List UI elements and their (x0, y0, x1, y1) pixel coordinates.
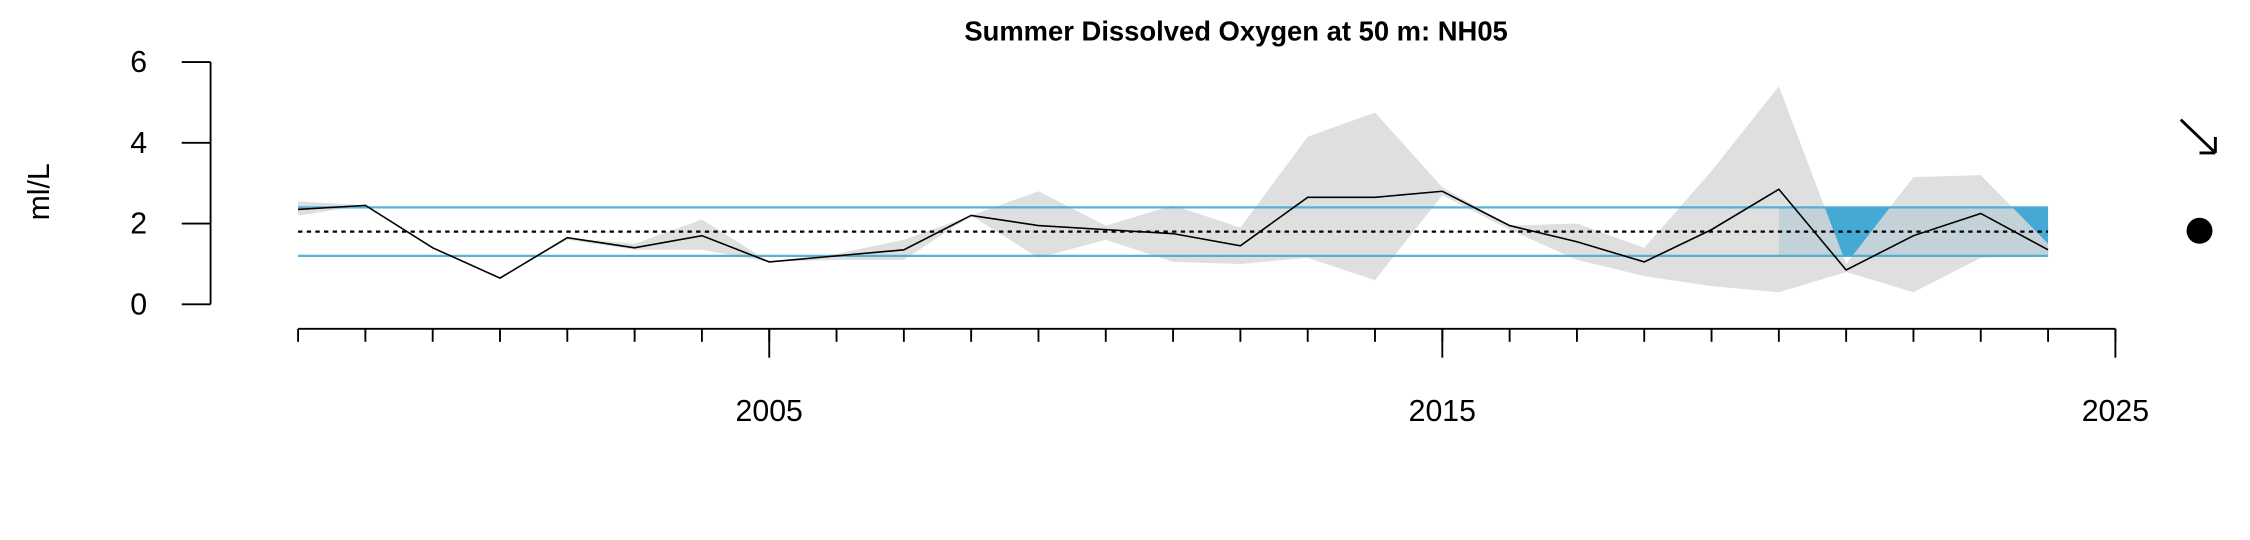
chart-title: Summer Dissolved Oxygen at 50 m: NH05 (964, 15, 1507, 46)
y-tick-label: 6 (130, 46, 147, 79)
y-tick-label: 4 (130, 127, 147, 160)
x-tick-label: 2015 (1409, 395, 1476, 428)
trend-arrow (2179, 118, 2217, 155)
x-tick-label: 2025 (2082, 395, 2149, 428)
y-axis-label: ml/L (23, 163, 56, 220)
y-tick-label: 0 (130, 288, 147, 321)
x-tick-label: 2005 (736, 395, 803, 428)
uncertainty-band (298, 86, 2049, 293)
trend-dot (2186, 217, 2213, 244)
y-tick-label: 2 (130, 208, 147, 241)
data-line (298, 188, 2049, 279)
